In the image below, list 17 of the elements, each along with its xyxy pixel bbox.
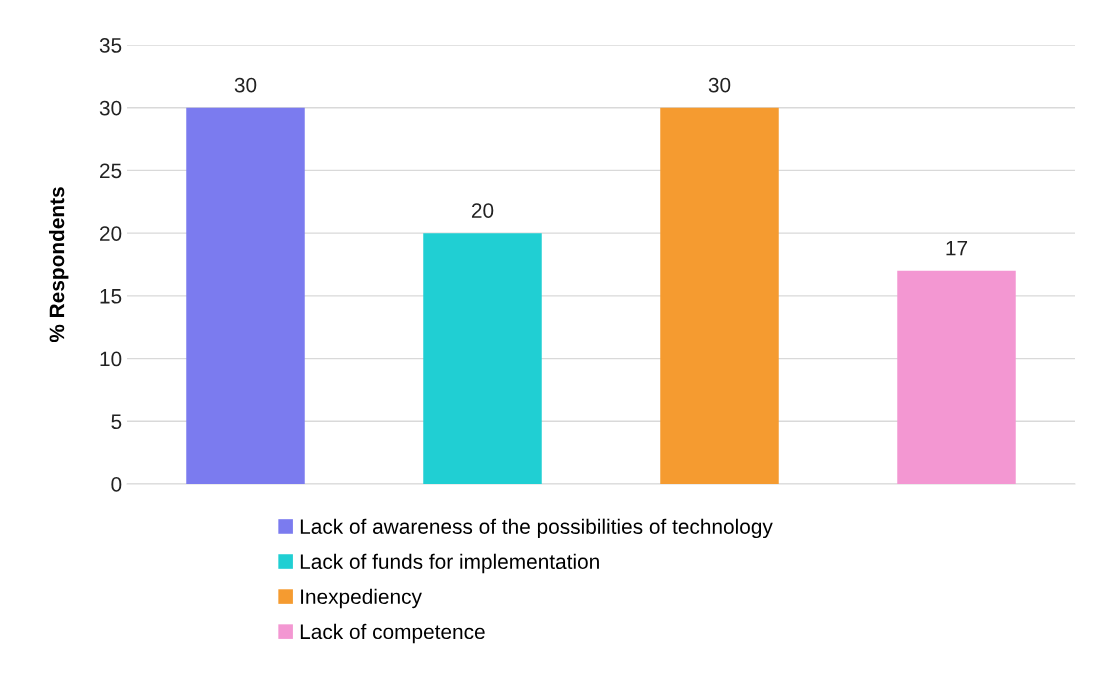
- legend-label: Lack of funds for implementation: [300, 553, 599, 574]
- legend-label: Lack of competence: [300, 623, 485, 644]
- legend-label: Lack of awareness of the possibilities of technology: [300, 518, 773, 539]
- legend-label: Inexpediency: [301, 588, 422, 609]
- y-tick-label: 10: [100, 351, 122, 367]
- y-tick-label: 30: [99, 100, 122, 116]
- y-tick-label: 35: [99, 38, 122, 53]
- y-tick-label: 20: [100, 226, 122, 241]
- data-label: 30: [234, 77, 257, 93]
- y-axis-title: % Respondents: [48, 187, 69, 343]
- y-tick-label: 25: [100, 163, 122, 179]
- y-tick-label: 5: [111, 414, 122, 430]
- y-tick-label: 15: [100, 289, 122, 304]
- data-label: 30: [708, 77, 731, 93]
- data-label: 17: [946, 241, 968, 256]
- data-label: 20: [471, 203, 494, 218]
- y-tick-label: 0: [111, 477, 122, 492]
